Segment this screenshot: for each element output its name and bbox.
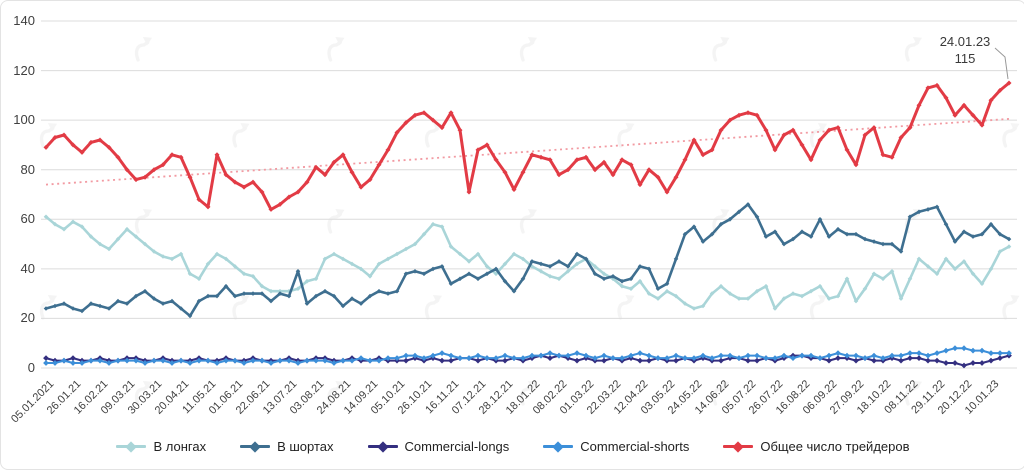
legend-item-commercial-shorts: Commercial-shorts [543,439,689,454]
y-axis-tick-label: 20 [20,310,35,326]
forklog-watermark-icon [327,381,345,406]
legend-item-longs: В лонгах [116,439,206,454]
annotation-callout-line [994,47,1009,80]
forklog-watermark-icon [134,209,153,234]
legend-diamond-marker-icon [552,440,564,453]
forklog-watermark-icon [134,37,153,62]
legend-label: В лонгах [153,439,207,454]
legend-diamond-marker-icon [376,440,389,453]
legend-diamond-marker-icon [249,440,261,453]
forklog-watermark-icon [424,295,443,320]
legend-line-sample-icon [240,440,271,453]
y-axis-tick-label: 40 [20,260,35,276]
forklog-watermark-icon [617,295,635,320]
y-axis-tick-label: 100 [13,112,35,128]
legend-line-sample-icon [723,440,754,453]
forklog-watermark-icon [134,381,153,406]
forklog-watermark-icon [1002,123,1020,148]
y-axis-tick-label: 60 [20,211,35,227]
legend-label: Commercial-shorts [580,439,690,454]
legend-label: Commercial-longs [404,439,510,454]
forklog-watermark-icon [809,123,828,148]
last-point-annotation: 24.01.23 115 [923,34,1007,68]
legend-diamond-marker-icon [125,440,138,453]
chart-legend: В лонгах В шортах Commercial-longs Comme… [1,439,1024,454]
legend-item-commercial-longs: Commercial-longs [367,439,510,454]
series-line-longs [45,215,1010,310]
forklog-watermark-icon [904,381,923,406]
legend-label: Общее число трейдеров [760,439,910,454]
forklog-watermark-icon [617,123,635,148]
forklog-watermark-icon [519,37,538,62]
y-axis: 0 20 40 60 80 100 120 140 [1,1,37,469]
forklog-watermark-icon [519,209,538,234]
forklog-watermark-icon [232,123,250,148]
forklog-watermark-icon [519,381,538,406]
forklog-watermark-icon [712,37,730,62]
forklog-watermark-icon [904,37,923,62]
legend-line-sample-icon [367,440,398,453]
trendline-total-traders [45,118,1010,186]
legend-diamond-marker-icon [732,440,745,453]
forklog-watermark-icon [712,381,730,406]
forklog-watermark-icon [327,209,345,234]
forklog-watermark-icon [39,123,58,148]
legend-item-total-traders: Общее число трейдеров [723,439,910,454]
legend-line-sample-icon [543,440,574,453]
legend-line-sample-icon [116,440,147,453]
y-axis-tick-label: 140 [13,13,35,28]
y-axis-tick-label: 120 [13,62,35,78]
series-line-total-traders [44,81,1010,211]
annotation-date: 24.01.23 [939,34,991,49]
y-axis-tick-label: 0 [27,360,35,375]
forklog-watermark-icon [232,295,250,320]
annotation-value: 115 [954,50,976,66]
forklog-watermark-icon [327,37,345,62]
legend-label: В шортах [277,439,334,454]
forklog-watermark-icon [39,295,58,320]
forklog-watermark-icon [809,295,828,320]
y-axis-tick-label: 80 [20,161,35,177]
forklog-watermark-icon [1002,295,1020,320]
legend-item-shorts: В шортах [240,439,334,454]
